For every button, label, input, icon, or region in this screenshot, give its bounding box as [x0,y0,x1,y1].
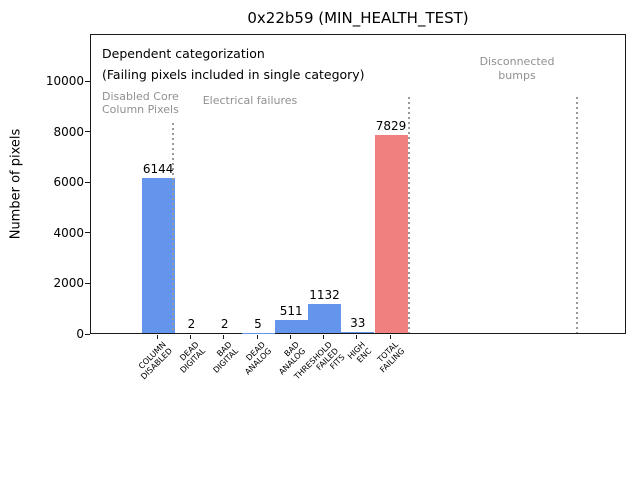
y-tick-mark-8000 [85,131,90,133]
bar-value-high-enc: 33 [350,316,366,331]
region-separator-line-3 [575,97,578,333]
bar-bad-analog [274,320,308,333]
x-category-label-bad-digital: BAD DIGITAL [211,340,241,375]
x-category-label-column-disabled: COLUMN DISABLED [136,340,174,382]
x-tick-threshold-failed-fits [323,335,324,339]
bar-value-dead-analog: 5 [254,316,262,331]
x-tick-column-disabled [156,335,158,339]
annotation-region-electrical-failures: Electrical failures [202,94,298,107]
x-tick-dead-analog [256,335,258,339]
y-tick-label-0: 0 [76,327,84,341]
y-tick-mark-0 [85,333,90,335]
x-tick-dead-digital [190,335,191,339]
x-tick-high-enc [356,335,358,339]
chart-title: 0x22b59 (MIN_HEALTH_TEST) [247,9,469,27]
annotation-dependent-categorization: Dependent categorization [102,46,265,61]
x-tick-total-failing [389,335,391,339]
x-tick-bad-digital [223,335,225,339]
x-tick-bad-analog [289,335,291,339]
y-tick-label-10000: 10000 [45,74,84,88]
x-category-label-high-enc: HIGH ENC [346,340,374,365]
y-tick-mark-10000 [85,80,90,82]
y-tick-mark-6000 [85,181,90,183]
bar-value-threshold-failed-fits: 1132 [309,288,340,303]
bar-value-bad-analog: 511 [279,304,303,319]
x-category-label-total-failing: TOTAL FAILING [376,340,407,375]
y-tick-label-2000: 2000 [53,276,84,291]
y-axis-label: Number of pixels [8,128,24,240]
annotation-region-disabled-core: Disabled Core Column Pixels [102,90,179,116]
bar-high-enc [341,332,375,333]
x-category-label-dead-analog: DEAD ANALOG [243,340,274,377]
plot-area: Dependent categorization (Failing pixels… [90,34,626,334]
bar-value-total-failing: 7829 [375,118,407,133]
bar-column-disabled [141,177,175,333]
y-tick-label-8000: 8000 [53,124,84,139]
bar-total-failing [374,134,408,333]
region-separator-line-1 [172,123,174,333]
x-category-label-dead-digital: DEAD DIGITAL [178,340,208,375]
y-tick-mark-4000 [85,232,90,234]
bar-threshold-failed-fits [308,304,341,333]
annotation-failing-pixels-note: (Failing pixels included in single categ… [102,67,365,82]
region-separator-line-2 [407,97,410,333]
y-tick-mark-2000 [85,282,90,284]
bar-value-dead-digital: 2 [187,317,196,331]
annotation-region-disconnected-bumps: Disconnected bumps [479,55,555,82]
y-tick-label-6000: 6000 [53,175,84,190]
bar-value-column-disabled: 6144 [142,161,174,176]
bar-value-bad-digital: 2 [220,317,229,331]
y-tick-label-4000: 4000 [53,225,84,240]
